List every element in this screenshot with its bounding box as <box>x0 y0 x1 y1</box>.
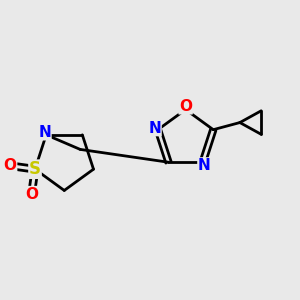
Text: O: O <box>4 158 16 173</box>
Text: N: N <box>198 158 211 173</box>
Text: O: O <box>179 99 192 114</box>
Text: N: N <box>38 125 51 140</box>
Text: N: N <box>148 121 161 136</box>
Text: O: O <box>25 187 38 202</box>
Text: S: S <box>29 160 41 178</box>
